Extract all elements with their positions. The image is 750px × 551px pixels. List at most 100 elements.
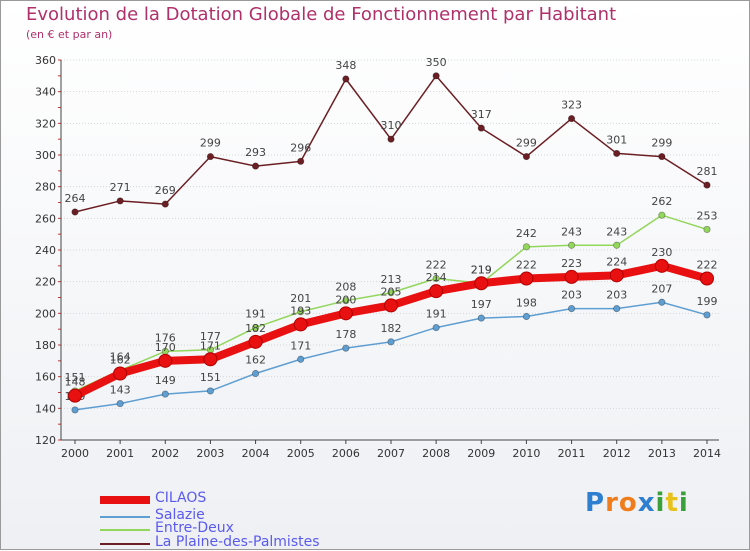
- data-point: [658, 152, 666, 161]
- data-label: 222: [516, 259, 537, 272]
- data-label: 350: [426, 56, 447, 69]
- data-point: [703, 311, 711, 319]
- data-label: 193: [290, 304, 311, 317]
- data-label: 208: [335, 281, 356, 294]
- legend-swatch: [100, 516, 150, 518]
- data-point: [703, 181, 711, 189]
- data-label: 170: [155, 341, 176, 354]
- chart-title: Evolution de la Dotation Globale de Fonc…: [26, 4, 617, 25]
- data-label: 214: [426, 271, 447, 284]
- y-tick-label: 160: [35, 371, 56, 384]
- data-point: [522, 152, 531, 161]
- data-label: 203: [561, 289, 582, 302]
- x-tick-label: 2000: [61, 447, 89, 460]
- legend-swatch: [100, 529, 150, 531]
- data-point: [293, 317, 308, 332]
- data-point: [161, 200, 169, 208]
- x-tick-label: 2005: [287, 447, 315, 460]
- data-point: [251, 369, 260, 378]
- x-tick-label: 2010: [512, 447, 540, 460]
- data-label: 348: [335, 59, 356, 72]
- data-point: [564, 269, 579, 284]
- y-tick-label: 120: [35, 434, 56, 447]
- x-tick-label: 2004: [242, 447, 270, 460]
- data-point: [71, 406, 79, 414]
- data-label: 264: [65, 192, 86, 205]
- legend-swatch: [100, 543, 150, 545]
- data-point: [387, 289, 395, 297]
- data-point: [432, 274, 440, 283]
- data-label: 191: [245, 308, 266, 321]
- data-label: 243: [606, 225, 627, 238]
- data-label: 317: [471, 108, 492, 121]
- x-tick-label: 2002: [151, 447, 179, 460]
- data-point: [116, 197, 124, 205]
- data-point: [297, 355, 305, 363]
- data-point: [206, 152, 215, 161]
- data-label: 177: [200, 330, 221, 343]
- data-label: 262: [651, 195, 672, 208]
- data-point: [206, 387, 215, 395]
- data-point: [654, 258, 669, 273]
- data-label: 222: [426, 259, 447, 272]
- x-tick-label: 2006: [332, 447, 360, 460]
- y-tick-label: 220: [35, 276, 56, 289]
- data-point: [609, 268, 624, 283]
- data-point: [203, 352, 218, 367]
- legend-label: La Plaine-des-Palmistes: [155, 534, 320, 550]
- proxiti-logo: Proxiti: [585, 488, 689, 518]
- x-tick-label: 2014: [693, 447, 721, 460]
- data-label: 213: [381, 273, 402, 286]
- data-label: 151: [200, 371, 221, 384]
- data-point: [519, 271, 534, 286]
- x-tick-label: 2007: [377, 447, 405, 460]
- data-point: [251, 323, 260, 332]
- data-label: 223: [561, 257, 582, 270]
- legend-label: Salazie: [155, 507, 205, 523]
- data-label: 219: [471, 263, 492, 276]
- data-label: 269: [155, 184, 176, 197]
- y-tick-label: 240: [35, 244, 56, 257]
- y-tick-label: 360: [35, 54, 56, 67]
- data-point: [613, 241, 621, 249]
- data-label: 143: [110, 384, 131, 397]
- data-label: 296: [290, 141, 311, 154]
- x-tick-label: 2001: [106, 447, 134, 460]
- data-label: 178: [335, 328, 356, 341]
- data-label: 171: [200, 339, 221, 352]
- y-tick-label: 320: [35, 117, 56, 130]
- y-tick-label: 200: [35, 307, 56, 320]
- data-label: 224: [606, 255, 627, 268]
- data-point: [477, 124, 485, 132]
- data-point: [703, 225, 711, 234]
- data-label: 203: [606, 289, 627, 302]
- x-tick-label: 2012: [603, 447, 631, 460]
- data-point: [342, 344, 350, 352]
- data-label: 162: [110, 354, 131, 367]
- x-tick-label: 2011: [558, 447, 586, 460]
- data-point: [342, 75, 350, 83]
- data-label: 219: [471, 263, 492, 276]
- data-label: 200: [335, 293, 356, 306]
- data-point: [613, 149, 621, 158]
- data-point: [248, 334, 263, 349]
- data-label: 293: [245, 146, 266, 159]
- data-point: [387, 135, 395, 143]
- data-point: [429, 284, 444, 299]
- data-point: [567, 241, 576, 249]
- data-point: [116, 399, 124, 408]
- data-point: [68, 388, 82, 403]
- data-point: [251, 162, 260, 170]
- x-tick-label: 2013: [648, 447, 676, 460]
- data-point: [522, 312, 531, 321]
- data-point: [613, 304, 621, 313]
- data-label: 205: [381, 285, 402, 298]
- data-label: 310: [381, 119, 402, 132]
- data-label: 201: [290, 292, 311, 305]
- data-point: [477, 314, 485, 322]
- x-tick-label: 2009: [467, 447, 495, 460]
- data-label: 164: [110, 350, 131, 363]
- data-point: [297, 308, 305, 316]
- data-point: [158, 353, 173, 368]
